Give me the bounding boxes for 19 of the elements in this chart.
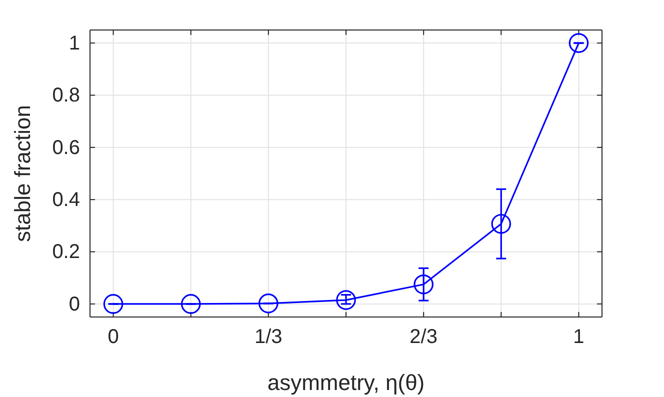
x-tick-label: 1/3 (254, 326, 282, 348)
y-tick-label: 0.8 (52, 84, 80, 107)
point (568, 33, 589, 53)
y-tick-label: 0 (68, 293, 80, 316)
y-tick-label: 0.4 (52, 188, 80, 211)
y-tick-label: 0.6 (52, 136, 80, 159)
point (103, 294, 124, 314)
y-axis-title: stable fraction (10, 105, 35, 242)
x-tick-label: 2/3 (410, 326, 438, 348)
point (258, 294, 278, 314)
point (491, 214, 512, 234)
x-tick-label: 0 (108, 326, 119, 348)
point (414, 274, 434, 294)
y-tick-label: 0.2 (52, 241, 80, 264)
y-tick-label: 1 (68, 32, 80, 54)
x-axis-title: asymmetry, η(θ) (267, 370, 425, 395)
point (336, 290, 356, 310)
point (180, 294, 201, 314)
x-tick-label: 1 (573, 326, 584, 348)
